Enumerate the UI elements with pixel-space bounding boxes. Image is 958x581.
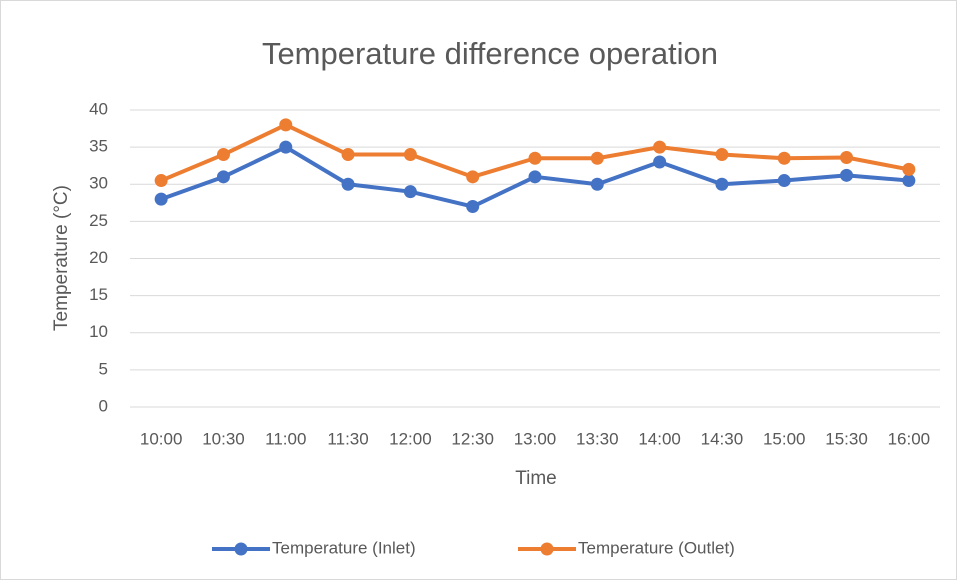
data-point [216, 170, 230, 184]
data-point [341, 177, 355, 191]
data-point [715, 177, 729, 191]
chart-title: Temperature difference operation [262, 36, 718, 71]
x-tick-label: 11:30 [327, 429, 368, 448]
x-tick-label: 16:00 [888, 429, 931, 448]
data-point [590, 151, 604, 165]
data-point [279, 118, 293, 132]
y-tick-label: 0 [99, 396, 108, 415]
data-point [653, 155, 667, 169]
y-tick-label: 30 [89, 174, 108, 193]
y-tick-label: 10 [89, 322, 108, 341]
legend-marker [540, 542, 554, 556]
x-tick-label: 14:30 [701, 429, 744, 448]
x-axis-title: Time [515, 468, 557, 489]
y-tick-label: 40 [89, 99, 108, 118]
data-point [840, 151, 854, 165]
data-point [403, 185, 417, 199]
data-point [715, 148, 729, 162]
data-point [216, 148, 230, 162]
data-point [341, 148, 355, 162]
x-tick-label: 15:30 [825, 429, 868, 448]
y-tick-label: 35 [89, 137, 108, 156]
data-point [528, 170, 542, 184]
x-tick-label: 13:00 [514, 429, 557, 448]
x-tick-label: 13:30 [576, 429, 619, 448]
x-tick-label: 12:00 [389, 429, 432, 448]
y-axis-title: Temperature (°C) [51, 185, 72, 331]
y-tick-label: 5 [99, 359, 108, 378]
y-tick-label: 25 [89, 211, 108, 230]
data-point [902, 174, 916, 188]
legend-marker [234, 542, 248, 556]
data-point [528, 151, 542, 165]
x-tick-label: 15:00 [763, 429, 806, 448]
data-point [403, 148, 417, 162]
x-tick-label: 10:00 [140, 429, 183, 448]
data-point [154, 192, 168, 206]
data-point [840, 168, 854, 182]
data-point [466, 200, 480, 214]
data-point [154, 174, 168, 188]
data-point [279, 140, 293, 154]
x-tick-label: 12:30 [451, 429, 494, 448]
x-tick-label: 11:00 [265, 429, 306, 448]
x-tick-label: 10:30 [202, 429, 245, 448]
data-point [653, 140, 667, 154]
legend-label: Temperature (Outlet) [578, 538, 735, 557]
data-point [466, 170, 480, 184]
data-point [902, 162, 916, 176]
data-point [777, 151, 791, 165]
y-tick-label: 15 [89, 285, 108, 304]
y-tick-label: 20 [89, 248, 108, 267]
data-point [590, 177, 604, 191]
legend-label: Temperature (Inlet) [272, 538, 416, 557]
x-tick-label: 14:00 [638, 429, 681, 448]
data-point [777, 174, 791, 188]
